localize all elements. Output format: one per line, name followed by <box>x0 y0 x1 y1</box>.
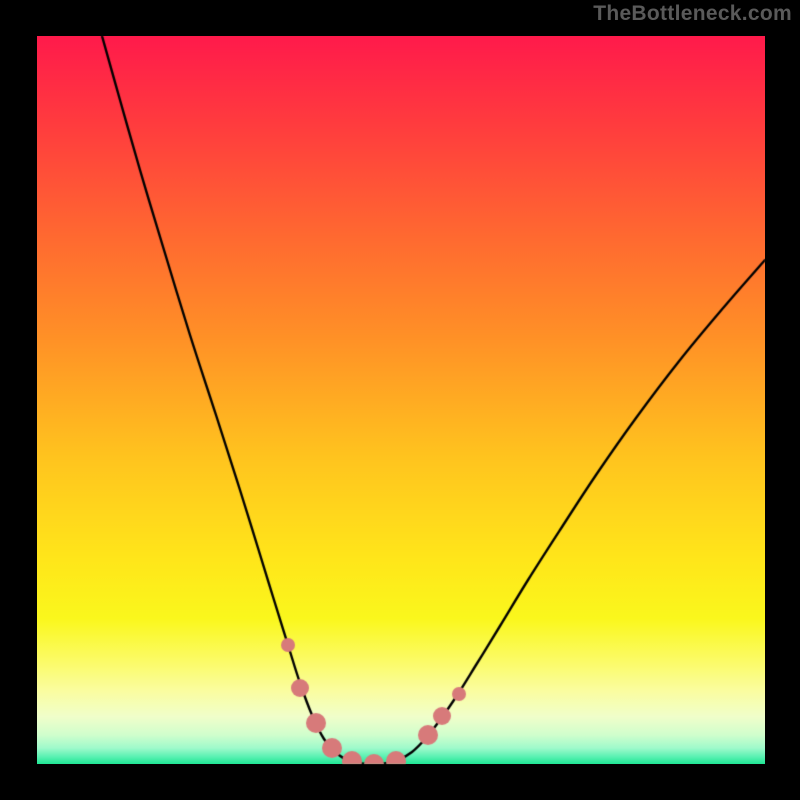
chart-canvas <box>0 0 800 800</box>
watermark-text: TheBottleneck.com <box>593 2 792 26</box>
